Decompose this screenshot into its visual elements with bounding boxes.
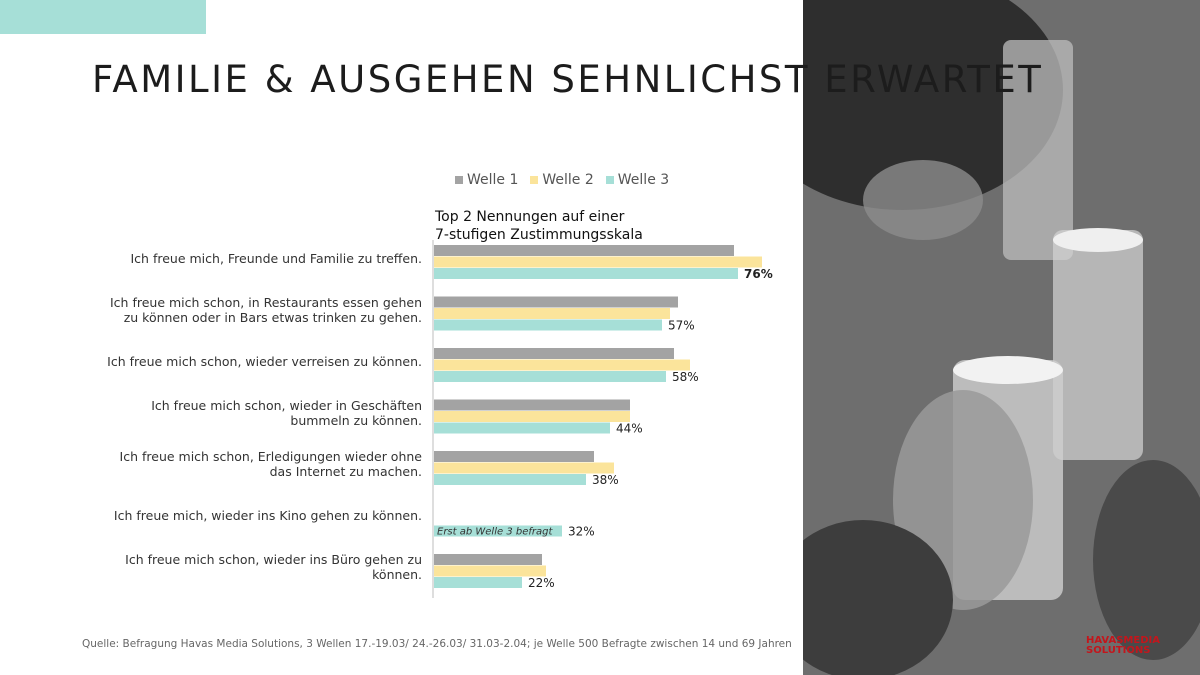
- data-label-3: 58%: [672, 370, 699, 384]
- bar-chart: 76% 57% 58% 44% 38% 32% Erst ab Welle 3 befrag…: [432, 240, 773, 598]
- slide-title: FAMILIE & AUSGEHEN SEHNLICHST ERWARTET: [92, 58, 1044, 101]
- data-label-6: 32%: [568, 525, 595, 539]
- legend-label-welle-1: Welle 1: [467, 172, 519, 188]
- annotation-wave-3-only: Erst ab Welle 3 befragt: [437, 527, 553, 538]
- category-label-7: Ich freue mich schon, wieder ins Büro ge…: [62, 552, 422, 582]
- data-label-1: 76%: [744, 267, 773, 281]
- bar-welle-2-7: [434, 565, 546, 577]
- category-label-2: Ich freue mich schon, in Restaurants ess…: [62, 295, 422, 325]
- background-photo: [803, 0, 1200, 675]
- accent-bar: [0, 0, 206, 34]
- legend-item-welle-2: Welle 2: [530, 172, 594, 188]
- beer-glasses-image: [803, 0, 1200, 675]
- chart-subtitle: Top 2 Nennungen auf einer 7-stufigen Zus…: [435, 208, 695, 244]
- legend-label-welle-3: Welle 3: [617, 172, 670, 188]
- category-label-3-line-1: Ich freue mich schon, wieder verreisen z…: [107, 353, 422, 369]
- category-label-6: Ich freue mich, wieder ins Kino gehen zu…: [62, 508, 422, 523]
- category-label-2-line-2: zu können oder in Bars etwas trinken zu …: [123, 309, 422, 325]
- category-label-3: Ich freue mich schon, wieder verreisen z…: [62, 354, 422, 369]
- chart-subtitle-line-2: 7-stufigen Zustimmungsskala: [435, 227, 643, 243]
- legend-swatch-welle-3: [605, 176, 614, 184]
- bar-welle-2-1: [434, 256, 762, 268]
- category-label-1-line-1: Ich freue mich, Freunde und Familie zu t…: [130, 250, 423, 266]
- data-label-7: 22%: [528, 576, 555, 590]
- category-label-5-line-1: Ich freue mich schon, Erledigungen wiede…: [119, 449, 422, 464]
- data-label-2: 57%: [668, 319, 695, 333]
- category-label-6-line-1: Ich freue mich, wieder ins Kino gehen zu…: [113, 508, 422, 523]
- bar-welle-1-5: [434, 451, 594, 462]
- bar-welle-2-5: [434, 462, 614, 474]
- bar-welle-3-2: [434, 319, 662, 331]
- bar-welle-3-3: [434, 371, 666, 382]
- category-label-4: Ich freue mich schon, wieder in Geschäft…: [62, 398, 422, 428]
- bar-welle-3-4: [434, 422, 610, 434]
- bar-welle-1-4: [434, 399, 630, 411]
- category-label-4-line-2: bummeln zu können.: [290, 412, 422, 428]
- bar-welle-2-3: [434, 359, 690, 371]
- bar-welle-3-1: [434, 268, 738, 279]
- source-note: Quelle: Befragung Havas Media Solutions,…: [82, 638, 792, 650]
- havas-logo: HAVASMEDIA SOLUTIONS: [1086, 636, 1160, 656]
- bar-welle-3-5: [434, 474, 586, 485]
- legend-swatch-welle-1: [455, 176, 463, 184]
- legend-item-welle-3: Welle 3: [605, 172, 670, 188]
- category-label-2-line-1: Ich freue mich schon, in Restaurants ess…: [110, 294, 422, 310]
- logo-line-1: HAVASMEDIA: [1086, 635, 1160, 646]
- bar-welle-1-3: [434, 348, 674, 359]
- data-label-5: 38%: [592, 473, 619, 487]
- category-label-7-line-2: können.: [372, 567, 422, 582]
- legend-swatch-welle-2: [530, 176, 539, 184]
- bar-welle-2-2: [434, 308, 670, 319]
- bar-welle-3-6: [434, 525, 562, 537]
- bar-welle-1-7: [434, 554, 542, 565]
- chart-legend: Welle 1 Welle 2 Welle 3: [455, 172, 669, 188]
- bar-welle-1-1: [434, 245, 734, 256]
- category-label-4-line-1: Ich freue mich schon, wieder in Geschäft…: [151, 397, 422, 413]
- bar-welle-1-2: [434, 296, 678, 308]
- bar-welle-3-7: [434, 577, 522, 588]
- legend-label-welle-2: Welle 2: [542, 172, 594, 188]
- chart-subtitle-line-1: Top 2 Nennungen auf einer: [435, 209, 625, 225]
- bar-welle-2-4: [434, 411, 630, 422]
- category-label-5: Ich freue mich schon, Erledigungen wiede…: [62, 449, 422, 479]
- category-label-5-line-2: das Internet zu machen.: [269, 464, 422, 479]
- legend-item-welle-1: Welle 1: [455, 172, 518, 188]
- logo-line-2: SOLUTIONS: [1086, 645, 1151, 656]
- category-label-1: Ich freue mich, Freunde und Familie zu t…: [62, 250, 423, 266]
- data-label-4: 44%: [616, 422, 643, 436]
- category-label-7-line-1: Ich freue mich schon, wieder ins Büro ge…: [125, 552, 422, 567]
